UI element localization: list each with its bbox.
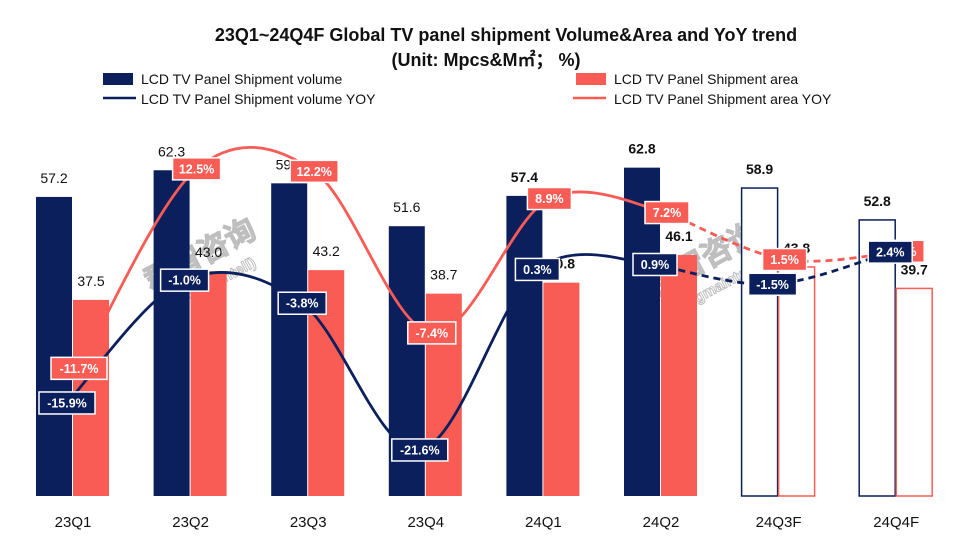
bar-area-24q1 — [543, 282, 580, 496]
yoy-label-volume-23q2: -1.0% — [159, 268, 210, 292]
legend-label-area: LCD TV Panel Shipment area — [614, 71, 798, 87]
legend-item-volume-yoy: LCD TV Panel Shipment volume YOY — [103, 91, 376, 107]
yoy-box-volume — [38, 391, 96, 415]
yoy-text-volume: -1.0% — [168, 274, 201, 288]
yoy-text-volume: 2.4% — [876, 246, 905, 260]
yoy-label-area-24q1: 8.9% — [526, 186, 573, 211]
yoy-label-volume-23q1: -15.9% — [38, 391, 96, 415]
category-label-24q4f: 24Q4F — [873, 514, 919, 531]
legend-item-area: LCD TV Panel Shipment area — [576, 71, 798, 87]
yoy-box-volume — [632, 252, 678, 277]
yoy-label-area-24q3f: 1.5% — [761, 247, 808, 272]
category-label-23q1: 23Q1 — [55, 514, 92, 531]
yoy-text-area: 12.2% — [296, 165, 331, 179]
yoy-label-volume-23q3: -3.8% — [277, 291, 327, 315]
yoy-text-area: -11.7% — [60, 362, 99, 376]
legend-label-area-yoy: LCD TV Panel Shipment area YOY — [614, 91, 832, 107]
bars — [36, 167, 933, 497]
category-axis: 23Q1 23Q2 23Q3 23Q4 24Q1 24Q2 24Q3F 24Q4F — [55, 514, 919, 531]
yoy-text-area: -7.4% — [415, 326, 448, 340]
legend: LCD TV Panel Shipment volume LCD TV Pane… — [103, 71, 832, 107]
yoy-label-volume-24q1: 0.3% — [514, 257, 561, 282]
yoy-box-volume — [391, 438, 449, 462]
label-area-23q3: 43.2 — [313, 243, 340, 259]
legend-swatch-volume — [103, 73, 133, 85]
category-label-23q3: 23Q3 — [290, 514, 327, 531]
yoy-label-area-23q4: -7.4% — [407, 321, 457, 345]
bar-volume-24q1 — [506, 195, 543, 496]
yoy-label-volume-24q2: 0.9% — [632, 252, 678, 277]
label-volume-23q4: 51.6 — [393, 199, 420, 215]
label-volume-24q4f: 52.8 — [864, 193, 891, 209]
yoy-text-area: 8.9% — [535, 192, 564, 206]
yoy-label-volume-24q3f: -1.5% — [747, 272, 798, 297]
category-label-23q2: 23Q2 — [172, 514, 209, 531]
yoy-box-area — [526, 186, 573, 211]
yoy-text-volume: -1.5% — [756, 278, 789, 292]
yoy-text-area: 7.2% — [653, 206, 682, 220]
yoy-box-volume — [277, 291, 327, 315]
bar-area-24q3f — [777, 266, 816, 497]
label-volume-24q3f: 58.9 — [746, 161, 773, 177]
label-area-23q4: 38.7 — [430, 267, 457, 283]
bar-area-24q4f — [895, 287, 933, 497]
label-area-24q4f: 39.7 — [901, 261, 928, 277]
label-volume-24q2: 62.8 — [628, 141, 655, 157]
legend-item-volume: LCD TV Panel Shipment volume — [103, 71, 342, 87]
legend-swatch-area — [576, 73, 606, 85]
line-volume-yoy-forecast — [654, 250, 891, 286]
yoy-box-volume — [867, 240, 913, 264]
label-volume-24q1: 57.4 — [511, 169, 538, 185]
yoy-label-area-23q3: 12.2% — [289, 159, 339, 184]
bar-area-23q2 — [190, 271, 227, 496]
category-label-24q3f: 24Q3F — [756, 514, 802, 531]
bar-area-24q2 — [661, 254, 697, 496]
yoy-box-area — [171, 157, 222, 181]
category-label-24q2: 24Q2 — [643, 514, 680, 531]
label-area-23q1: 37.5 — [77, 273, 104, 289]
legend-label-volume: LCD TV Panel Shipment volume — [141, 71, 342, 87]
yoy-labels: -11.7%12.5%12.2%-7.4%8.9%7.2%1.5%2.5%-15… — [38, 157, 925, 462]
bar-volume-23q1 — [36, 196, 72, 496]
bar-volume-24q3f — [740, 187, 779, 497]
yoy-label-area-23q1: -11.7% — [50, 356, 108, 381]
yoy-text-volume: 0.3% — [523, 263, 552, 277]
yoy-label-volume-24q4f: 2.4% — [867, 240, 913, 264]
yoy-label-area-24q2: 7.2% — [644, 200, 690, 225]
label-volume-23q1: 57.2 — [40, 170, 67, 186]
label-area-24q2: 46.1 — [665, 228, 692, 244]
legend-item-area-yoy: LCD TV Panel Shipment area YOY — [573, 91, 832, 107]
label-area-23q2: 43.0 — [195, 244, 222, 260]
category-label-24q1: 24Q1 — [525, 514, 562, 531]
bar-volume-23q3 — [271, 183, 308, 496]
bar-volume-23q2 — [153, 170, 190, 496]
yoy-box-volume — [514, 257, 561, 282]
chart-title: 23Q1~24Q4F Global TV panel shipment Volu… — [215, 25, 797, 45]
legend-label-volume-yoy: LCD TV Panel Shipment volume YOY — [141, 91, 376, 107]
yoy-box-volume — [159, 268, 210, 292]
label-volume-23q2: 62.3 — [158, 143, 185, 159]
yoy-box-volume — [747, 272, 798, 297]
yoy-box-area — [761, 247, 808, 272]
yoy-label-volume-23q4: -21.6% — [391, 438, 449, 462]
yoy-label-area-23q2: 12.5% — [171, 157, 222, 181]
yoy-box-area — [407, 321, 457, 345]
yoy-text-volume: -3.8% — [286, 297, 319, 311]
yoy-text-volume: -21.6% — [400, 443, 440, 457]
category-label-23q4: 23Q4 — [407, 514, 444, 531]
yoy-text-area: 12.5% — [179, 162, 214, 176]
yoy-text-volume: -15.9% — [47, 396, 87, 410]
yoy-box-area — [644, 200, 690, 225]
yoy-box-area — [289, 159, 339, 184]
chart-subtitle: (Unit: Mpcs&M㎡； %) — [392, 49, 581, 70]
yoy-text-area: 1.5% — [770, 253, 799, 267]
bar-volume-24q4f — [858, 219, 896, 497]
yoy-text-volume: 0.9% — [641, 258, 670, 272]
yoy-box-area — [50, 356, 108, 381]
